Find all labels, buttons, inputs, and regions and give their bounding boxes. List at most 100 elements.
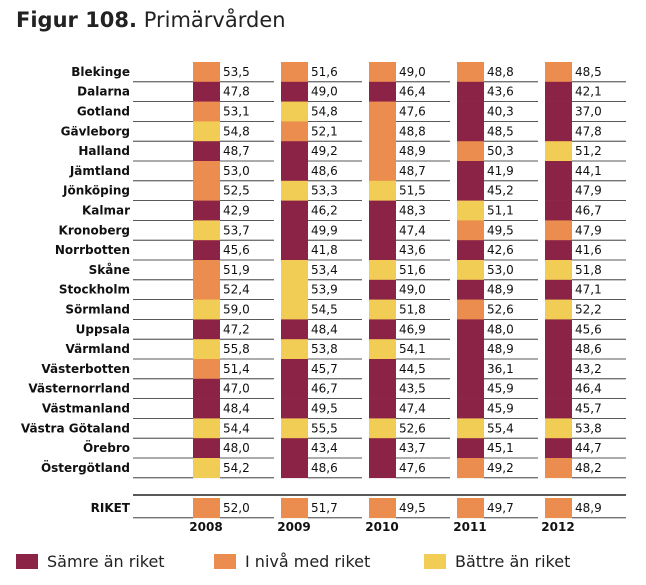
row-halland-swatch-2010: [369, 141, 396, 162]
row-halland-value-2012: 51,2: [575, 144, 602, 158]
row-ostergotland-value-2011: 49,2: [487, 461, 514, 475]
row-riket-swatch-2010: [369, 498, 396, 519]
row-vastmanland-value-2012: 45,7: [575, 402, 602, 416]
row-orebro-swatch-2009: [281, 438, 308, 459]
row-riket-label: RIKET: [91, 501, 131, 515]
row-sormland-value-2011: 52,6: [487, 303, 514, 317]
row-gotland-value-2010: 47,6: [399, 105, 426, 119]
row-gavleborg-value-2008: 54,8: [223, 124, 250, 138]
row-gavleborg-swatch-2010: [369, 121, 396, 142]
row-norrbotten-swatch-2008: [193, 240, 220, 261]
row-riket-swatch-2009: [281, 498, 308, 519]
row-vasternorrland-swatch-2008: [193, 378, 220, 399]
row-stockholm-swatch-2012: [545, 279, 572, 300]
row-stockholm-swatch-2008: [193, 279, 220, 300]
row-gotland-value-2008: 53,1: [223, 105, 250, 119]
row-gotland-swatch-2009: [281, 101, 308, 122]
row-vastmanland-swatch-2012: [545, 398, 572, 419]
row-norrbotten-value-2010: 43,6: [399, 243, 426, 257]
row-blekinge-swatch-2009: [281, 62, 308, 83]
row-halland-value-2010: 48,9: [399, 144, 426, 158]
row-skane-label: Skåne: [89, 263, 130, 277]
row-ostergotland-swatch-2008: [193, 458, 220, 479]
row-stockholm-value-2011: 48,9: [487, 283, 514, 297]
row-vasterbotten-swatch-2010: [369, 359, 396, 380]
row-jamtland-value-2012: 44,1: [575, 164, 602, 178]
row-norrbotten-value-2011: 42,6: [487, 243, 514, 257]
row-gotland-label: Gotland: [77, 105, 130, 119]
row-gotland-swatch-2008: [193, 101, 220, 122]
row-vastmanland-swatch-2009: [281, 398, 308, 419]
row-vasterbotten-value-2011: 36,1: [487, 362, 514, 376]
legend-item-equal: I nivå med riket: [214, 552, 370, 571]
row-gotland-swatch-2011: [457, 101, 484, 122]
row-jamtland-value-2010: 48,7: [399, 164, 426, 178]
row-varmland-swatch-2009: [281, 339, 308, 360]
row-kalmar-value-2010: 48,3: [399, 204, 426, 218]
row-gavleborg-swatch-2009: [281, 121, 308, 142]
row-kronoberg-swatch-2011: [457, 220, 484, 241]
row-gotland-swatch-2010: [369, 101, 396, 122]
row-skane-swatch-2011: [457, 260, 484, 281]
row-vastmanland-value-2008: 48,4: [223, 402, 250, 416]
row-jamtland-label: Jämtland: [69, 164, 130, 178]
row-vasternorrland-swatch-2011: [457, 378, 484, 399]
row-ostergotland-swatch-2012: [545, 458, 572, 479]
chart-title: Figur 108. Primärvården: [16, 8, 286, 32]
row-kalmar-value-2012: 46,7: [575, 204, 602, 218]
row-sormland-swatch-2008: [193, 299, 220, 320]
row-jonkoping-swatch-2008: [193, 180, 220, 201]
row-vasterbotten-label: Västerbotten: [41, 362, 130, 376]
row-halland-swatch-2009: [281, 141, 308, 162]
row-vastra-gotaland-value-2011: 55,4: [487, 421, 514, 435]
row-uppsala-swatch-2009: [281, 319, 308, 340]
row-kronoberg-swatch-2012: [545, 220, 572, 241]
legend-item-worse: Sämre än riket: [16, 552, 165, 571]
row-norrbotten-value-2012: 41,6: [575, 243, 602, 257]
row-vastra-gotaland-swatch-2010: [369, 418, 396, 439]
row-uppsala-swatch-2011: [457, 319, 484, 340]
row-kalmar-swatch-2008: [193, 200, 220, 221]
row-ostergotland-swatch-2010: [369, 458, 396, 479]
row-vasterbotten-value-2008: 51,4: [223, 362, 250, 376]
row-stockholm-value-2009: 53,9: [311, 283, 338, 297]
row-orebro-value-2010: 43,7: [399, 441, 426, 455]
row-blekinge-value-2011: 48,8: [487, 65, 514, 79]
row-dalarna-value-2008: 47,8: [223, 85, 250, 99]
row-uppsala-swatch-2008: [193, 319, 220, 340]
row-gavleborg-value-2011: 48,5: [487, 124, 514, 138]
row-halland-label: Halland: [78, 144, 130, 158]
row-vastmanland-value-2009: 49,5: [311, 402, 338, 416]
year-label-2010: 2010: [365, 520, 398, 534]
row-dalarna-swatch-2008: [193, 81, 220, 102]
row-jamtland-swatch-2011: [457, 161, 484, 182]
row-stockholm-value-2010: 49,0: [399, 283, 426, 297]
year-label-2011: 2011: [453, 520, 486, 534]
row-kalmar-value-2011: 51,1: [487, 204, 514, 218]
row-vastra-gotaland-value-2010: 52,6: [399, 421, 426, 435]
row-halland-swatch-2008: [193, 141, 220, 162]
row-skane-swatch-2009: [281, 260, 308, 281]
row-vasternorrland-value-2012: 46,4: [575, 382, 602, 396]
legend-label-better: Bättre än riket: [455, 552, 571, 571]
row-jonkoping-swatch-2010: [369, 180, 396, 201]
row-gavleborg-label: Gävleborg: [61, 124, 130, 138]
region-status-grid: Blekinge 53,5 51,6 49,0 48,8 48,5 Dalarna 47,8 4…: [21, 62, 626, 534]
row-vasterbotten-swatch-2011: [457, 359, 484, 380]
year-label-2012: 2012: [541, 520, 574, 534]
row-norrbotten-swatch-2012: [545, 240, 572, 261]
legend-label-worse: Sämre än riket: [47, 552, 165, 571]
row-sormland-swatch-2010: [369, 299, 396, 320]
row-sormland-swatch-2009: [281, 299, 308, 320]
row-uppsala-value-2012: 45,6: [575, 322, 602, 336]
row-jamtland-swatch-2008: [193, 161, 220, 182]
row-kalmar-value-2009: 46,2: [311, 204, 338, 218]
row-vastra-gotaland-value-2009: 55,5: [311, 421, 338, 435]
legend-swatch-worse: [16, 554, 38, 569]
row-kronoberg-swatch-2009: [281, 220, 308, 241]
row-blekinge-swatch-2010: [369, 62, 396, 83]
row-uppsala-value-2011: 48,0: [487, 322, 514, 336]
row-kronoberg-swatch-2010: [369, 220, 396, 241]
row-kronoberg-value-2010: 47,4: [399, 223, 426, 237]
row-ostergotland-swatch-2011: [457, 458, 484, 479]
